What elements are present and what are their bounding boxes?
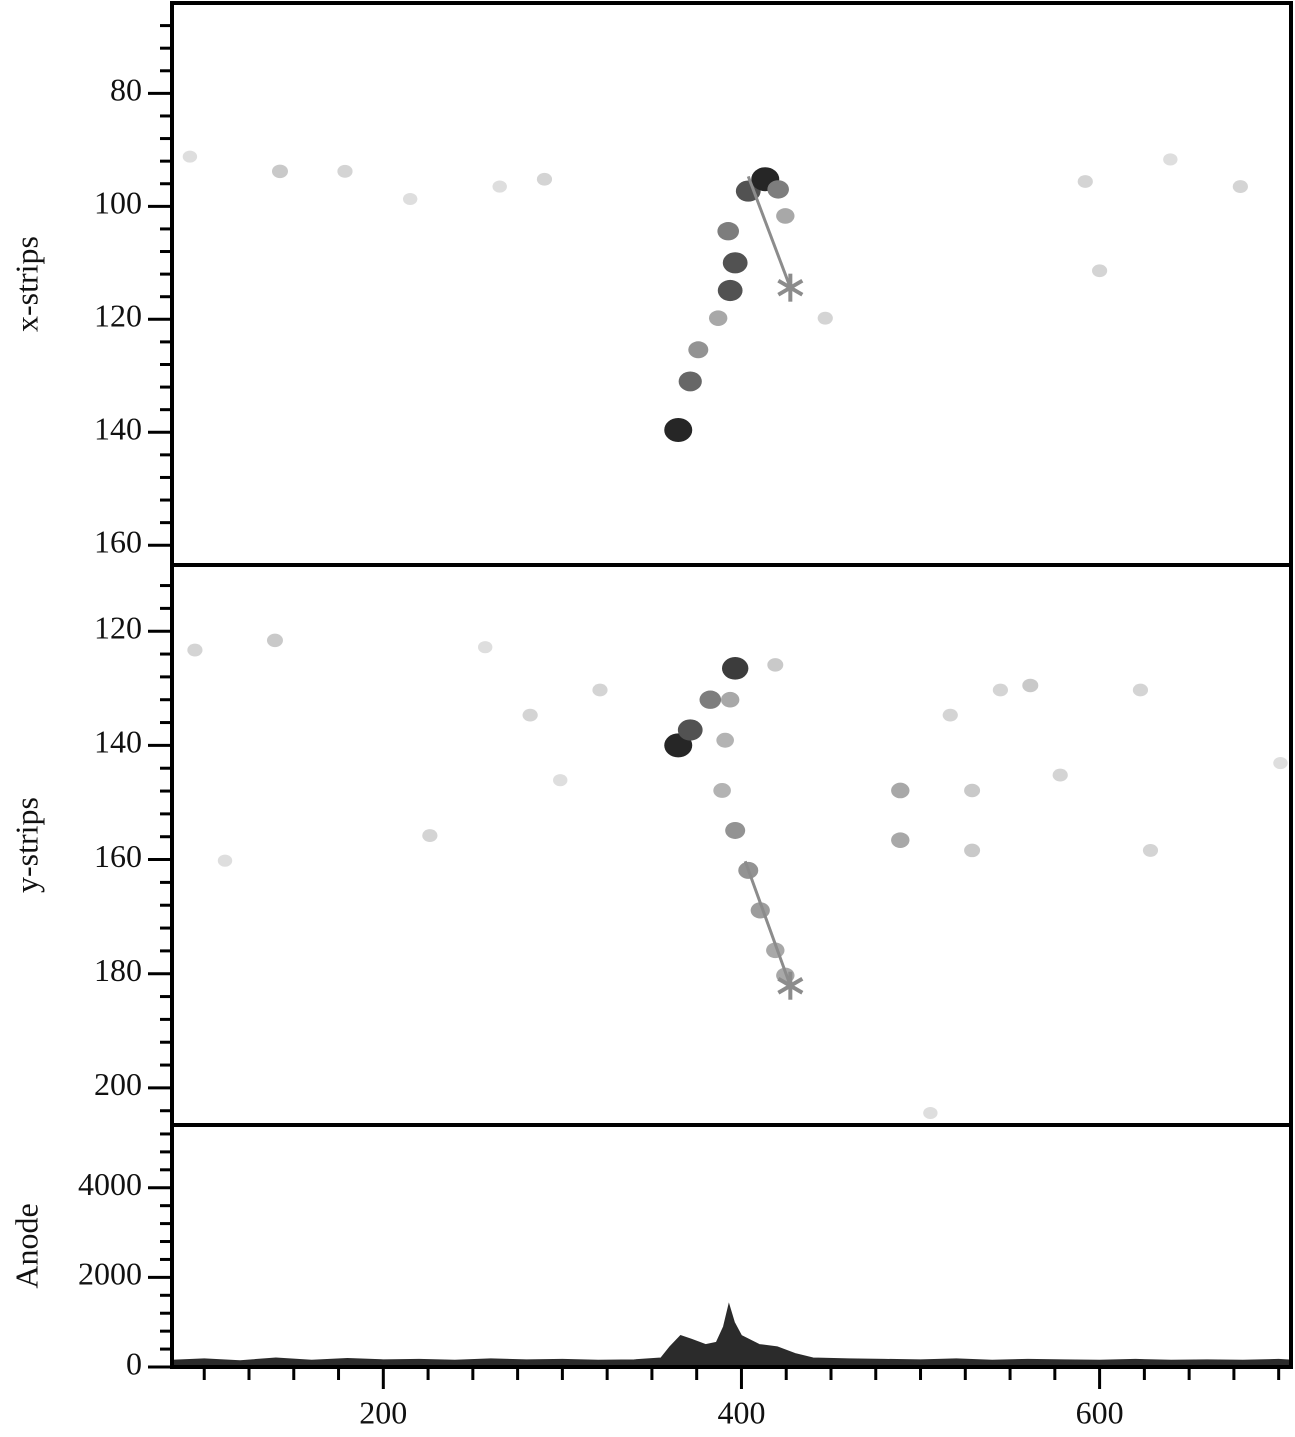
panel-frame [170,1123,1293,1369]
hit [891,782,910,799]
hit [522,708,538,722]
hit [664,418,693,443]
hit [688,341,709,359]
vertex-marker [777,971,804,1000]
hit [717,279,743,302]
plot-area [187,633,1288,1120]
anode-waveform [172,1302,1293,1367]
y-tick-label: 4000 [78,1166,142,1202]
y-axis-label: x-strips [8,236,44,332]
y-axis-label: Anode [8,1203,44,1288]
y-tick-label: 180 [94,952,142,988]
hit [1092,264,1108,278]
y-tick-label: 160 [94,524,142,560]
y-tick-label: 160 [94,838,142,874]
hit [1142,844,1159,857]
y-tick-label: 120 [94,610,142,646]
hit [1052,768,1068,782]
y-tick-label: 2000 [78,1256,142,1292]
hit [992,683,1008,697]
hit [776,208,795,224]
hit [817,311,833,325]
hit [492,180,507,193]
y-tick-label: 120 [94,298,142,334]
hit [678,371,702,392]
y-tick-label: 100 [94,185,142,221]
star-arm [777,976,804,995]
hit [182,150,198,163]
hit [923,1106,938,1120]
hit [767,180,789,199]
hit [942,708,958,722]
star-arm [777,278,804,297]
hit [217,854,233,867]
plot-area [182,150,1248,443]
panel-frame [170,563,1293,1127]
hit [1273,757,1288,770]
hit [677,719,703,741]
hit [891,832,910,848]
hit [536,172,553,186]
hit [725,821,746,839]
hit [1077,175,1093,188]
y-tick-label: 200 [94,1066,142,1102]
hit [716,732,734,748]
hit [721,657,749,680]
hit [271,164,288,179]
hit [717,221,740,241]
hit [720,691,740,708]
hit [713,783,731,798]
hit [1132,683,1149,697]
y-tick-label: 80 [110,72,142,108]
y-axis-label: y-strips [8,797,44,893]
hit [767,658,784,672]
track-fit [746,175,792,289]
plot-area [172,1302,1293,1367]
x-tick-label: 200 [359,1394,407,1430]
hit [964,783,981,798]
hit [699,690,722,709]
hit [187,643,203,657]
hit [1232,180,1248,193]
y-tick-label: 0 [126,1345,142,1381]
hit [422,829,438,842]
x-tick-label: 400 [717,1394,765,1430]
hit [553,774,568,787]
hit [1022,678,1039,693]
vertex-marker [777,273,804,302]
hit [708,310,728,326]
hit [266,633,283,648]
y-tick-label: 140 [94,724,142,760]
hit [722,252,748,274]
x-tick-label: 600 [1076,1394,1124,1430]
y-tick-label: 140 [94,411,142,447]
hit [964,843,981,858]
track-fit [743,860,792,987]
hit [337,164,353,178]
hit [1163,153,1178,166]
hit [592,683,608,697]
hit [402,192,418,206]
hit [477,641,493,654]
